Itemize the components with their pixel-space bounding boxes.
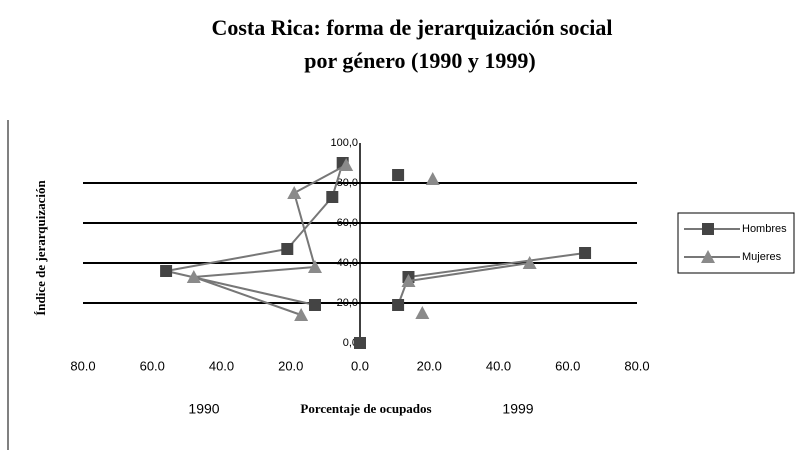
marker bbox=[392, 169, 405, 181]
x-tick-label: 40.0 bbox=[486, 358, 511, 373]
marker bbox=[415, 306, 430, 319]
x-tick-label: 60.0 bbox=[140, 358, 165, 373]
y-tick-label: 80,0 bbox=[337, 177, 358, 189]
legend-label: Hombres bbox=[742, 223, 787, 235]
marker bbox=[307, 260, 322, 273]
x-tick-label: 20.0 bbox=[417, 358, 442, 373]
marker bbox=[425, 172, 440, 185]
marker bbox=[160, 265, 173, 277]
marker bbox=[354, 337, 366, 349]
y-tick-label: 100,0 bbox=[330, 137, 358, 149]
marker bbox=[401, 274, 416, 287]
annotation: 1990 bbox=[188, 401, 219, 417]
chart-title: por género (1990 y 1999) bbox=[304, 48, 535, 73]
marker bbox=[308, 299, 321, 311]
annotation: 1999 bbox=[502, 401, 533, 417]
y-tick-label: 20,0 bbox=[337, 297, 358, 309]
series-line bbox=[193, 164, 530, 316]
legend-label: Mujeres bbox=[742, 251, 782, 263]
chart-title: Costa Rica: forma de jerarquización soci… bbox=[211, 15, 612, 40]
legend-marker bbox=[702, 223, 714, 235]
marker bbox=[287, 186, 302, 199]
x-tick-label: 0.0 bbox=[351, 358, 369, 373]
y-axis-label: Índice de jerarquización bbox=[33, 179, 48, 315]
y-tick-label: 60,0 bbox=[337, 217, 358, 229]
marker bbox=[579, 247, 592, 259]
marker bbox=[186, 270, 201, 283]
marker bbox=[281, 243, 294, 255]
x-tick-label: 60.0 bbox=[555, 358, 580, 373]
marker bbox=[339, 158, 354, 171]
x-axis-label: Porcentaje de ocupados bbox=[300, 401, 431, 416]
marker bbox=[326, 191, 339, 203]
x-tick-label: 20.0 bbox=[278, 358, 303, 373]
marker bbox=[522, 256, 537, 269]
legend bbox=[677, 212, 795, 274]
x-tick-label: 40.0 bbox=[209, 358, 234, 373]
marker bbox=[392, 299, 405, 311]
x-tick-label: 80.0 bbox=[70, 358, 95, 373]
marker bbox=[294, 308, 309, 321]
series-line bbox=[165, 162, 586, 306]
legend-marker bbox=[701, 250, 715, 263]
x-tick-label: 80.0 bbox=[624, 358, 649, 373]
y-tick-label: 40,0 bbox=[337, 257, 358, 269]
